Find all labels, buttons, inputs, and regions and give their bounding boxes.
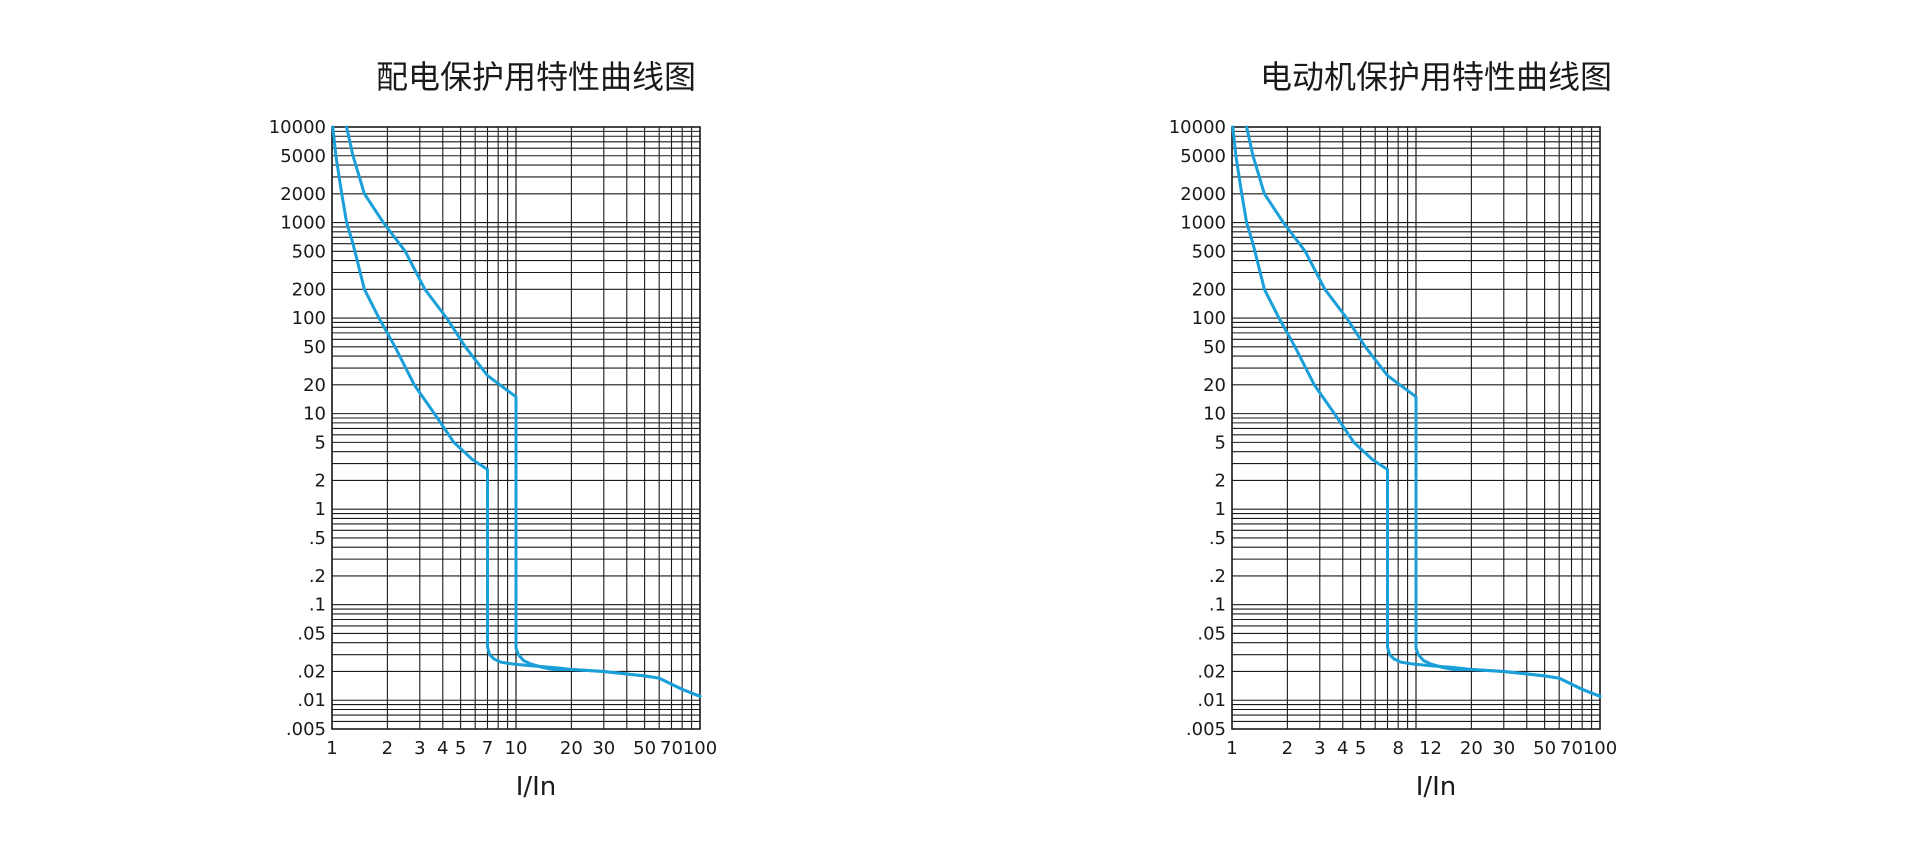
- y-tick-label: 20: [303, 375, 326, 396]
- chart-title: 电动机保护用特性曲线图: [1259, 58, 1613, 96]
- y-tick-label: 10: [303, 404, 326, 425]
- x-tick-label: 20: [560, 738, 583, 759]
- y-tick-label: .2: [1209, 566, 1226, 587]
- y-tick-label: .5: [1209, 528, 1226, 549]
- x-tick-label: 10: [505, 738, 528, 759]
- x-tick-label: 50: [633, 738, 656, 759]
- y-tick-label: 2000: [280, 184, 326, 205]
- y-tick-label: .01: [297, 690, 326, 711]
- y-tick-label: 1: [1215, 499, 1226, 520]
- y-tick-label: 2000: [1180, 184, 1226, 205]
- x-tick-label: 8: [1392, 738, 1403, 759]
- y-tick-label: 2: [315, 470, 326, 491]
- x-tick-label: 70: [660, 738, 683, 759]
- x-tick-label: 100: [683, 738, 717, 759]
- x-tick-label: 30: [1492, 738, 1515, 759]
- x-tick-label: 70: [1560, 738, 1583, 759]
- y-tick-label: .05: [1197, 623, 1226, 644]
- x-tick-label: 3: [1314, 738, 1325, 759]
- y-tick-label: 100: [292, 308, 326, 329]
- y-tick-label: 20: [1203, 375, 1226, 396]
- y-tick-label: .01: [1197, 690, 1226, 711]
- x-tick-label: 2: [382, 738, 393, 759]
- chart-motor-protection: 电动机保护用特性曲线图 10000 5000 2000 1000 500 200 100 50…: [900, 0, 1800, 850]
- y-tick-label: 1: [315, 499, 326, 520]
- y-tick-label: .02: [297, 661, 326, 682]
- x-axis-label: I/In: [515, 772, 557, 802]
- y-tick-label: .005: [286, 719, 326, 740]
- series-line-2: [345, 125, 702, 698]
- x-tick-label: 100: [1583, 738, 1617, 759]
- y-tick-label: 200: [292, 279, 326, 300]
- x-tick-label: 4: [1337, 738, 1348, 759]
- grid: [331, 126, 701, 730]
- x-tick-label: 5: [455, 738, 466, 759]
- y-tick-label: .005: [1186, 719, 1226, 740]
- y-tick-label: .1: [309, 595, 326, 616]
- x-tick-label: 1: [1226, 738, 1237, 759]
- x-tick-label: 7: [482, 738, 493, 759]
- x-tick-label: 20: [1460, 738, 1483, 759]
- x-tick-label: 3: [414, 738, 425, 759]
- y-tick-label: .05: [297, 623, 326, 644]
- y-tick-label: 5: [1215, 432, 1226, 453]
- y-tick-label: 5: [315, 432, 326, 453]
- x-tick-label: 2: [1282, 738, 1293, 759]
- y-tick-label: 200: [1192, 279, 1226, 300]
- x-tick-label: 4: [437, 738, 448, 759]
- x-tick-label: 5: [1355, 738, 1366, 759]
- chart-distribution-protection: 配电保护用特性曲线图 10000 5000 2000 1000 500 200 100 50 2…: [0, 0, 900, 850]
- chart-plot: 10000 5000 2000 1000 500 200 100 50 20 10 5 2 1 .5 .2.…: [1169, 117, 1617, 759]
- x-tick-label: 12: [1419, 738, 1442, 759]
- x-tick-label: 50: [1533, 738, 1556, 759]
- y-tick-label: 100: [1192, 308, 1226, 329]
- y-tick-label: 10000: [1169, 117, 1226, 138]
- y-tick-label: .1: [1209, 595, 1226, 616]
- y-tick-label: 10: [1203, 404, 1226, 425]
- y-tick-label: 5000: [280, 146, 326, 167]
- y-tick-label: 50: [303, 337, 326, 358]
- plot-frame: [331, 126, 701, 730]
- chart-plot: 10000 5000 2000 1000 500 200 100 50 20 10 5 2 1 .5 .2.…: [269, 117, 717, 759]
- y-tick-label: .02: [1197, 661, 1226, 682]
- plot-frame: [1231, 126, 1601, 730]
- y-tick-label: 2: [1215, 470, 1226, 491]
- series-line-2: [1245, 125, 1602, 698]
- y-tick-label: .2: [309, 566, 326, 587]
- y-tick-label: 50: [1203, 337, 1226, 358]
- chart-title: 配电保护用特性曲线图: [375, 58, 697, 96]
- x-tick-label: 1: [326, 738, 337, 759]
- y-tick-label: 500: [1192, 241, 1226, 262]
- y-tick-label: 5000: [1180, 146, 1226, 167]
- x-axis-label: I/In: [1415, 772, 1457, 802]
- x-tick-label: 30: [592, 738, 615, 759]
- y-tick-label: 10000: [269, 117, 326, 138]
- y-tick-label: .5: [309, 528, 326, 549]
- y-tick-label: 500: [292, 241, 326, 262]
- y-tick-label: 1000: [1180, 213, 1226, 234]
- y-tick-label: 1000: [280, 213, 326, 234]
